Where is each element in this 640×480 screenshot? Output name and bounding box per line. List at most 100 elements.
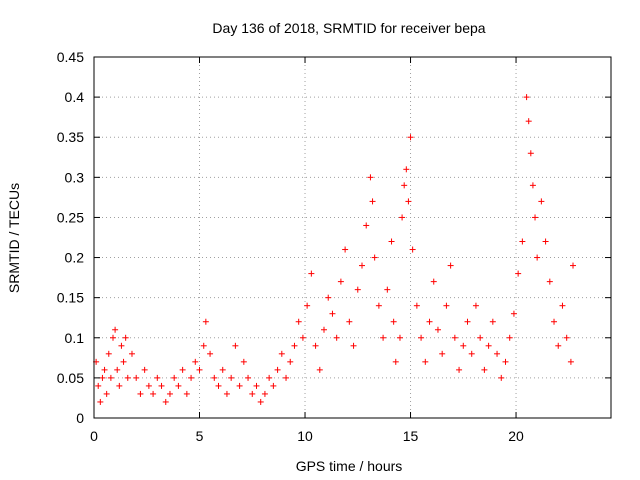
data-point [120, 358, 127, 365]
data-point [426, 318, 433, 325]
data-point [232, 342, 239, 349]
data-point [105, 350, 112, 357]
data-point [534, 254, 541, 261]
y-tick-label: 0.05 [57, 370, 84, 386]
data-point [236, 382, 243, 389]
data-point [489, 318, 496, 325]
data-point [570, 262, 577, 269]
data-point [266, 374, 273, 381]
data-point [555, 342, 562, 349]
data-point [154, 374, 161, 381]
data-point [295, 318, 302, 325]
data-point [367, 174, 374, 181]
data-point [567, 358, 574, 365]
x-tick-label: 20 [508, 428, 524, 444]
data-point [308, 270, 315, 277]
data-point [122, 334, 129, 341]
data-point [179, 366, 186, 373]
data-point [200, 342, 207, 349]
data-point [287, 358, 294, 365]
y-tick-label: 0.2 [65, 250, 85, 266]
data-point [515, 270, 522, 277]
data-point [371, 254, 378, 261]
data-point [439, 350, 446, 357]
data-point [183, 390, 190, 397]
data-point [551, 318, 558, 325]
data-point [542, 238, 549, 245]
data-point [390, 318, 397, 325]
data-point [346, 318, 353, 325]
data-point [464, 318, 471, 325]
data-point [380, 334, 387, 341]
data-point [141, 366, 148, 373]
data-point [363, 222, 370, 229]
data-point [468, 350, 475, 357]
data-point [304, 302, 311, 309]
data-point [456, 366, 463, 373]
data-points [93, 94, 577, 405]
y-tick-label: 0.15 [57, 290, 84, 306]
y-tick-label: 0.25 [57, 209, 84, 225]
y-tick-label: 0.3 [65, 169, 85, 185]
data-point [409, 246, 416, 253]
data-point [166, 390, 173, 397]
data-point [434, 326, 441, 333]
data-point [175, 382, 182, 389]
data-point [270, 382, 277, 389]
data-point [103, 390, 110, 397]
data-point [192, 358, 199, 365]
data-point [375, 302, 382, 309]
data-point [546, 278, 553, 285]
data-point [443, 302, 450, 309]
data-point [128, 350, 135, 357]
data-point [418, 334, 425, 341]
data-point [158, 382, 165, 389]
data-point [133, 374, 140, 381]
data-point [396, 334, 403, 341]
data-point [403, 166, 410, 173]
data-point [525, 118, 532, 125]
y-axis-label: SRMTID / TECUs [6, 183, 22, 293]
data-point [109, 334, 116, 341]
y-tick-label: 0.45 [57, 49, 84, 65]
data-point [171, 374, 178, 381]
data-point [188, 374, 195, 381]
data-point [354, 286, 361, 293]
data-point [422, 358, 429, 365]
chart-title: Day 136 of 2018, SRMTID for receiver bep… [212, 20, 485, 36]
data-point [97, 398, 104, 405]
data-point [405, 198, 412, 205]
data-point [228, 374, 235, 381]
data-point [223, 390, 230, 397]
data-point [388, 238, 395, 245]
data-point [145, 382, 152, 389]
y-tick-label: 0.4 [65, 89, 85, 105]
data-point [107, 374, 114, 381]
data-point [329, 310, 336, 317]
data-point [299, 334, 306, 341]
data-point [112, 326, 119, 333]
data-point [162, 398, 169, 405]
data-point [312, 342, 319, 349]
data-point [384, 286, 391, 293]
data-point [447, 262, 454, 269]
data-point [532, 214, 539, 221]
data-point [99, 374, 106, 381]
data-point [207, 350, 214, 357]
data-point [333, 334, 340, 341]
data-point [261, 390, 268, 397]
data-point [278, 350, 285, 357]
plot-frame [93, 56, 612, 419]
y-tick-label: 0.1 [65, 330, 85, 346]
data-point [211, 374, 218, 381]
data-point [116, 382, 123, 389]
x-tick-label: 0 [90, 428, 98, 444]
data-point [494, 350, 501, 357]
data-point [502, 358, 509, 365]
data-point [196, 366, 203, 373]
data-point [249, 390, 256, 397]
data-point [274, 366, 281, 373]
data-point [369, 198, 376, 205]
data-point [510, 310, 517, 317]
data-point [240, 358, 247, 365]
